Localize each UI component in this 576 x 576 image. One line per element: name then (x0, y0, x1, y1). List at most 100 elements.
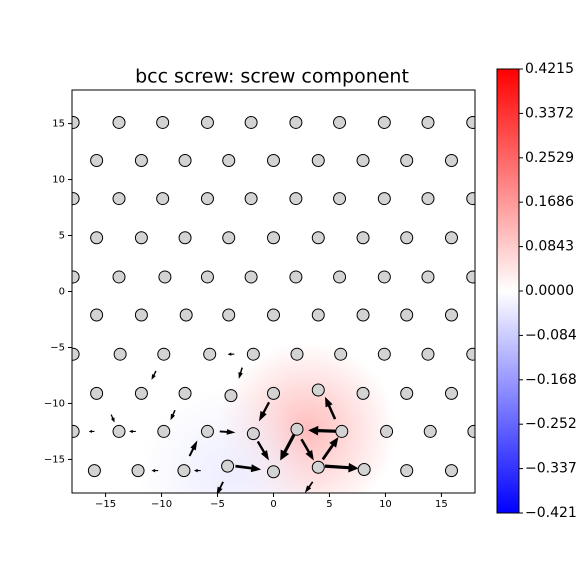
atom (158, 270, 172, 284)
atom (156, 192, 170, 206)
atom (400, 154, 414, 168)
atom (72, 270, 80, 284)
atom (246, 347, 260, 361)
atom (112, 424, 126, 438)
atom (290, 347, 304, 361)
atom (421, 270, 435, 284)
atom (377, 347, 391, 361)
colorbar-tick-label: −0.3372 (525, 461, 576, 477)
displacement-arrow (151, 370, 157, 380)
atom (244, 270, 258, 284)
displacement-arrow (324, 396, 337, 420)
atom (289, 115, 303, 129)
x-tick-label: −10 (151, 499, 172, 510)
atom (377, 192, 391, 206)
atom (72, 424, 80, 438)
atom (466, 270, 475, 284)
atom (134, 231, 148, 245)
atom (72, 115, 80, 129)
y-tick-label: 5 (59, 231, 65, 242)
displacement-arrow (110, 414, 115, 423)
atom (335, 424, 349, 438)
atom (289, 192, 303, 206)
atom (134, 154, 148, 168)
atom (113, 347, 127, 361)
atom (72, 347, 80, 361)
atom (356, 308, 370, 322)
plot-area (72, 90, 475, 493)
atom (333, 270, 347, 284)
atom (112, 270, 126, 284)
atom (356, 154, 370, 168)
atom (134, 308, 148, 322)
atom (377, 270, 391, 284)
displacement-arrow (194, 468, 201, 473)
atom (421, 115, 435, 129)
atom (444, 231, 458, 245)
atom (421, 192, 435, 206)
field-blob (139, 386, 319, 493)
atom (178, 154, 192, 168)
atom (311, 308, 325, 322)
atom (267, 308, 280, 322)
atom (423, 424, 437, 438)
displacement-arrow (88, 429, 95, 434)
y-tick-label: −15 (44, 454, 65, 465)
displacement-arrow (304, 481, 314, 493)
displacement-arrow (256, 440, 270, 461)
atom (90, 386, 104, 400)
displacement-arrow (321, 437, 339, 461)
atom (224, 389, 238, 403)
atom (267, 231, 280, 245)
atom (90, 231, 104, 245)
displacement-arrow (300, 438, 314, 461)
atom (244, 192, 258, 206)
y-tick-label: 0 (59, 287, 65, 298)
colorbar-tick-label: 0.0000 (525, 283, 574, 299)
atom (134, 386, 148, 400)
atom (200, 192, 214, 206)
atom (400, 231, 414, 245)
atom (72, 192, 80, 206)
atom (267, 154, 280, 168)
atom (90, 308, 104, 322)
atom (200, 115, 214, 129)
atom (357, 462, 371, 476)
x-tick-label: −5 (210, 499, 225, 510)
atom (400, 386, 414, 400)
atom (157, 424, 171, 438)
atom (131, 464, 145, 478)
displacement-arrow (216, 481, 224, 493)
displacement-arrow (235, 464, 262, 473)
atom (444, 154, 458, 168)
displacement-arrow (188, 440, 198, 457)
colorbar-tick-label: 0.3372 (525, 105, 574, 121)
atom (333, 115, 347, 129)
colorbar-tick-label: −0.4215 (525, 505, 576, 521)
atom (200, 424, 214, 438)
atom (177, 464, 191, 478)
x-tick-label: −15 (95, 499, 116, 510)
displacement-arrow (324, 462, 359, 473)
displacement-arrow (227, 352, 235, 356)
chart-title: bcc screw: screw component (135, 66, 409, 88)
atom (289, 270, 303, 284)
atom (156, 115, 170, 129)
atom (221, 459, 235, 473)
y-tick-label: 15 (52, 119, 65, 130)
atom (203, 347, 217, 361)
atom (267, 465, 280, 479)
atom (87, 464, 101, 478)
atom (179, 308, 193, 322)
displacement-arrow (238, 367, 243, 379)
colorbar-tick-label: −0.2529 (525, 416, 576, 432)
atom (222, 154, 236, 168)
colorbar-tick-label: 0.4215 (525, 61, 574, 77)
atom (244, 115, 258, 129)
atom (380, 424, 394, 438)
atom (311, 231, 325, 245)
atom (200, 270, 214, 284)
colorbar-tick-label: −0.0843 (525, 327, 576, 343)
atom (400, 308, 414, 322)
